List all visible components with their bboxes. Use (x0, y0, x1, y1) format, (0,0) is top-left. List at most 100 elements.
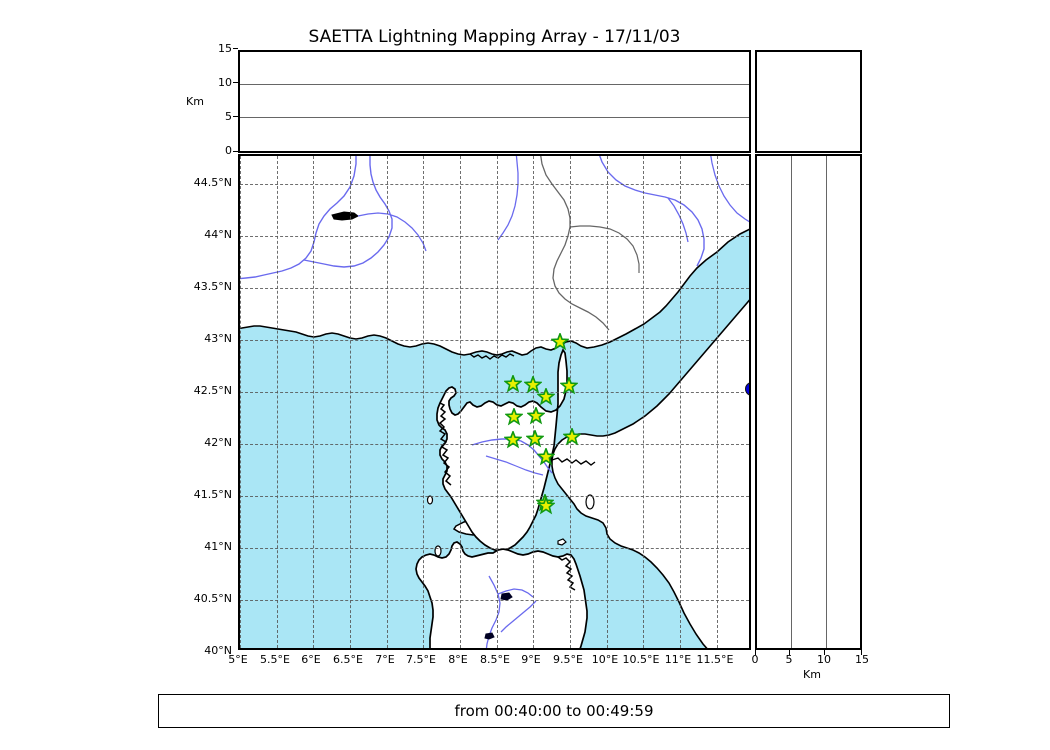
tick-lat-40: 40°N (204, 644, 232, 657)
tickmark-alt-10 (233, 82, 238, 83)
river-coghinas (500, 600, 537, 633)
mapgrid-lon-5 (240, 156, 241, 648)
tick-lat-40.5: 40.5°N (193, 592, 232, 605)
mapgrid-lon-6 (313, 156, 314, 648)
map-panel[interactable] (238, 154, 751, 650)
river-verdon (357, 212, 427, 252)
river-po-area (599, 156, 705, 267)
mapgrid-lat-42 (240, 444, 749, 445)
tick-lon-7.5: 7.5°E (406, 653, 436, 666)
river-arno (667, 197, 689, 243)
tick-lon-5.5: 5.5°E (260, 653, 290, 666)
tick-alt-15: 15 (218, 42, 232, 55)
altitude-vs-longitude-panel[interactable] (238, 50, 751, 153)
border-region (569, 225, 640, 273)
tick-lon-9: 9°E (521, 653, 541, 666)
page-title: SAETTA Lightning Mapping Array - 17/11/0… (308, 27, 681, 47)
gridline-alt-5 (240, 117, 749, 118)
tick-alt-0: 0 (225, 144, 232, 157)
mapgrid-lat-41 (240, 548, 749, 549)
mapgrid-lon-6.5 (350, 156, 351, 648)
lake-sardinia-1 (500, 592, 513, 601)
river-tavignano (485, 455, 544, 476)
tickmark-alt-0 (233, 151, 238, 152)
mapgrid-lon-10.5 (643, 156, 644, 648)
mapgrid-lon-11.5 (717, 156, 718, 648)
tickmark-km-10 (824, 650, 825, 655)
tickmark-alt-15 (233, 48, 238, 49)
border-france-italy (540, 156, 610, 331)
tick-lat-44.5: 44.5°N (193, 176, 232, 189)
mapgrid-lat-44.5 (240, 184, 749, 185)
mapgrid-lon-5.5 (277, 156, 278, 648)
map-graphics (240, 156, 749, 648)
river-rhone (240, 156, 357, 280)
altitude-vs-latitude-panel[interactable] (755, 154, 862, 650)
islet-gorgona (426, 495, 434, 505)
mapgrid-lat-44 (240, 236, 749, 237)
coastline-sardinia-ne (557, 556, 576, 591)
mapgrid-lat-43 (240, 340, 749, 341)
tick-alt-10: 10 (218, 76, 232, 89)
tickmark-km-5 (789, 650, 790, 655)
tick-lat-41: 41°N (204, 540, 232, 553)
islet-small-1 (557, 538, 567, 546)
tick-lon-11.5: 11.5°E (696, 653, 734, 666)
coastline-mainland (240, 156, 749, 356)
time-range-box[interactable]: from 00:40:00 to 00:49:59 (158, 694, 950, 728)
river-golo (471, 438, 553, 474)
mapgrid-lat-40.5 (240, 600, 749, 601)
corner-panel[interactable] (755, 50, 862, 153)
coastline-corsica-west-detail (438, 402, 452, 486)
tick-lon-5: 5°E (228, 653, 248, 666)
mapgrid-lon-11 (680, 156, 681, 648)
mapgrid-lat-43.5 (240, 288, 749, 289)
mapgrid-lat-41.5 (240, 496, 749, 497)
tick-km-15: 15 (855, 653, 869, 666)
tick-km-0: 0 (751, 653, 759, 666)
axis-label-km-top: Km (186, 95, 204, 108)
coastline-italy-notches (551, 457, 596, 466)
tick-lon-10: 10°E (591, 653, 619, 666)
gridline-km-5 (791, 156, 792, 648)
mapgrid-lon-8.5 (497, 156, 498, 648)
mapgrid-lon-9.5 (570, 156, 571, 648)
tickmark-km-15 (861, 650, 862, 655)
mapgrid-lon-9 (533, 156, 534, 648)
river-tiber (710, 156, 749, 223)
tick-km-10: 10 (817, 653, 831, 666)
tick-lon-10.5: 10.5°E (622, 653, 660, 666)
lake-marker (331, 211, 359, 221)
tick-km-5: 5 (785, 653, 793, 666)
mapgrid-lon-7 (387, 156, 388, 648)
river-var (497, 156, 519, 241)
lightning-source-1[interactable] (745, 381, 749, 396)
tick-lon-11: 11°E (664, 653, 692, 666)
time-range-label: from 00:40:00 to 00:49:59 (454, 702, 654, 720)
gridline-alt-10 (240, 84, 749, 85)
mapgrid-lon-10 (607, 156, 608, 648)
tick-lon-7: 7°E (375, 653, 395, 666)
tickmark-km-0 (755, 650, 756, 655)
tick-lon-8: 8°E (448, 653, 468, 666)
tick-lat-44: 44°N (204, 228, 232, 241)
tick-lat-42.5: 42.5°N (193, 384, 232, 397)
islet-giglio (585, 494, 595, 510)
tick-alt-5: 5 (225, 110, 232, 123)
island-corsica (436, 348, 568, 552)
tick-lon-8.5: 8.5°E (480, 653, 510, 666)
coastline-riviera-detail (469, 353, 515, 360)
lake-sardinia-2 (484, 632, 495, 640)
gridline-km-10 (826, 156, 827, 648)
tick-lat-43.5: 43.5°N (193, 280, 232, 293)
tick-lon-9.5: 9.5°E (553, 653, 583, 666)
mapgrid-lon-7.5 (423, 156, 424, 648)
mapgrid-lat-42.5 (240, 392, 749, 393)
tick-lon-6: 6°E (301, 653, 321, 666)
tick-lat-41.5: 41.5°N (193, 488, 232, 501)
mapgrid-lon-8 (460, 156, 461, 648)
axis-label-km-right: Km (803, 668, 821, 681)
tick-lat-42: 42°N (204, 436, 232, 449)
tick-lon-6.5: 6.5°E (333, 653, 363, 666)
